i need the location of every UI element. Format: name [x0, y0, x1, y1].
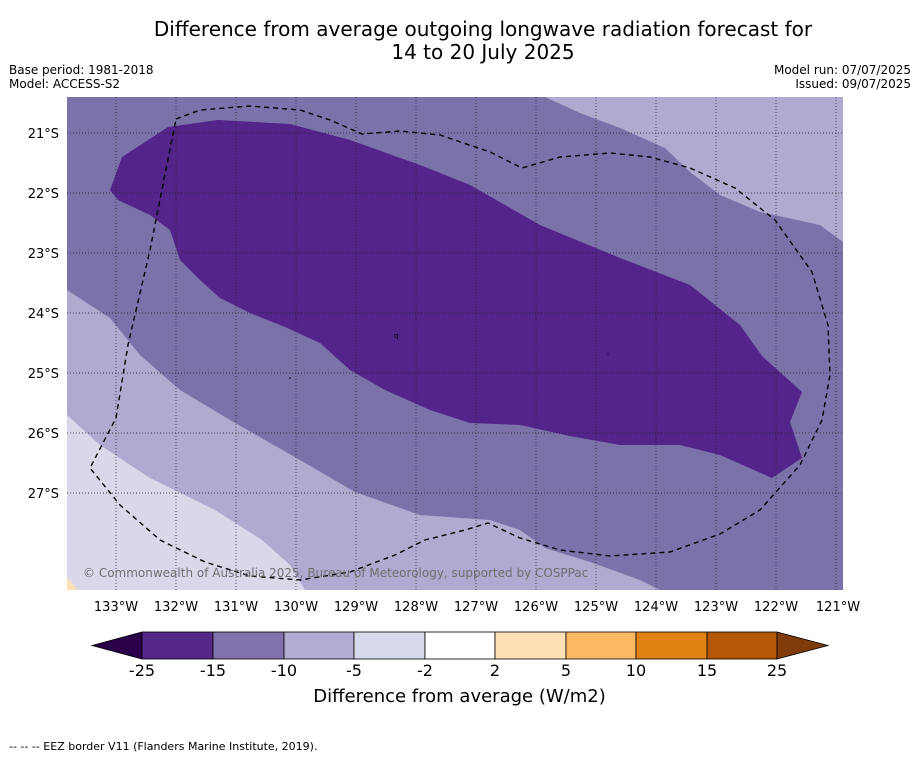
lon-label: 127°W — [454, 600, 498, 615]
colorbar-tick: 2 — [490, 661, 500, 680]
lon-label: 125°W — [574, 600, 618, 615]
colorbar: -25 -15 -10 -5 -2 2 5 10 15 25 — [90, 631, 830, 680]
lat-label: 26°S — [28, 427, 59, 442]
graticule — [67, 97, 843, 590]
title-line-1: Difference from average outgoing longwav… — [153, 17, 813, 41]
colorbar-segment — [141, 631, 214, 660]
longitude-labels: 133°W 132°W 131°W 130°W 129°W 128°W 127°… — [94, 600, 860, 615]
map-title: Difference from average outgoing longwav… — [0, 18, 919, 64]
model-text: Model: ACCESS-S2 — [9, 77, 121, 91]
lon-label: 133°W — [94, 600, 138, 615]
eez-legend-text: -- -- -- EEZ border V11 (Flanders Marine… — [9, 740, 318, 753]
island-dot — [607, 353, 609, 355]
lon-label: 123°W — [694, 600, 738, 615]
lon-label: 124°W — [634, 600, 678, 615]
colorbar-segment — [353, 631, 426, 660]
island-mark: q — [394, 332, 398, 340]
colorbar-segment — [424, 631, 496, 660]
lat-label: 21°S — [28, 127, 59, 142]
colorbar-tick: 5 — [561, 661, 571, 680]
lon-label: 130°W — [274, 600, 318, 615]
colorbar-tick: -25 — [129, 661, 155, 680]
colorbar-segment — [565, 631, 637, 660]
colorbar-segment — [494, 631, 567, 660]
colorbar-segment — [283, 631, 355, 660]
colorbar-segment — [212, 631, 285, 660]
colorbar-tick: -2 — [417, 661, 433, 680]
lat-label: 23°S — [28, 247, 59, 262]
lon-label: 132°W — [154, 600, 198, 615]
colorbar-extend-low — [90, 631, 143, 660]
lat-label: 25°S — [28, 367, 59, 382]
colorbar-tick: -10 — [271, 661, 297, 680]
colorbar-tick: -5 — [346, 661, 362, 680]
lon-label: 128°W — [394, 600, 438, 615]
issued-text: Issued: 09/07/2025 — [795, 77, 911, 91]
colorbar-extend-high — [776, 631, 830, 660]
lon-label: 121°W — [816, 600, 860, 615]
map-panel: q © Commonwealth of Australia 2025, Bure… — [67, 97, 843, 590]
lat-label: 24°S — [28, 307, 59, 322]
colorbar-segments — [90, 631, 830, 660]
contour-minus25-minus15 — [110, 120, 802, 478]
contour-2-5 — [67, 578, 78, 590]
base-period-text: Base period: 1981-2018 — [9, 63, 154, 77]
colorbar-tick: -15 — [200, 661, 226, 680]
contour-minus5-minus2 — [67, 415, 305, 590]
meta-right: Model run: 07/07/2025 Issued: 09/07/2025 — [774, 63, 911, 91]
colorbar-segment — [635, 631, 708, 660]
meta-left: Base period: 1981-2018 Model: ACCESS-S2 — [9, 63, 154, 91]
copyright-text: © Commonwealth of Australia 2025, Bureau… — [83, 566, 588, 580]
island-dot — [289, 377, 291, 379]
colorbar-tick: 25 — [767, 661, 787, 680]
latitude-labels: 21°S 22°S 23°S 24°S 25°S 26°S 27°S — [28, 127, 59, 502]
colorbar-tick: 15 — [697, 661, 717, 680]
lon-label: 129°W — [334, 600, 378, 615]
lon-label: 122°W — [754, 600, 798, 615]
colorbar-tick: 10 — [626, 661, 646, 680]
lon-label: 126°W — [514, 600, 558, 615]
title-line-2: 14 to 20 July 2025 — [391, 40, 575, 64]
colorbar-ticks: -25 -15 -10 -5 -2 2 5 10 15 25 — [129, 661, 787, 680]
colorbar-segment — [706, 631, 778, 660]
model-run-text: Model run: 07/07/2025 — [773, 63, 911, 77]
lat-label: 22°S — [28, 187, 59, 202]
lon-label: 131°W — [214, 600, 258, 615]
colorbar-label: Difference from average (W/m2) — [313, 686, 606, 707]
lat-label: 27°S — [28, 487, 59, 502]
eez-border — [89, 105, 831, 581]
